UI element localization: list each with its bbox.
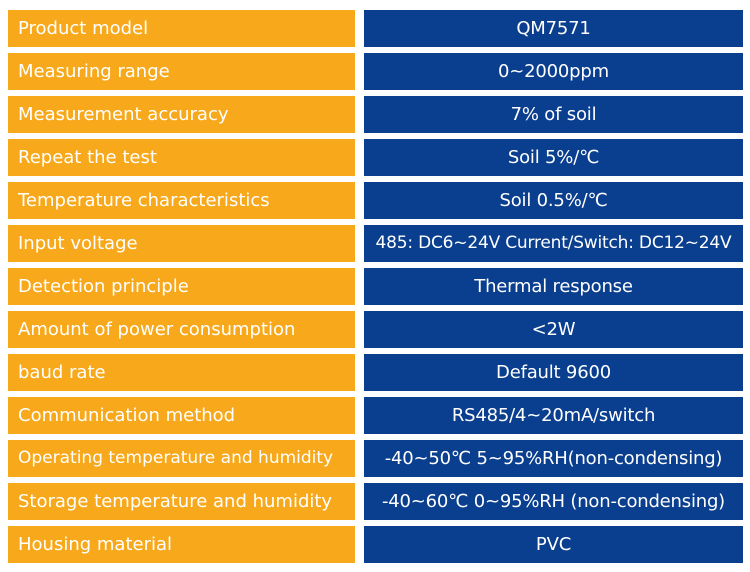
- spec-value: <2W: [364, 311, 743, 348]
- spec-row-power-consumption: Amount of power consumption <2W: [8, 311, 743, 348]
- spec-label: Storage temperature and humidity: [8, 483, 355, 520]
- spec-row-product-model: Product model QM7571: [8, 10, 743, 47]
- spec-label: Temperature characteristics: [8, 182, 355, 219]
- spec-label: Measurement accuracy: [8, 96, 355, 133]
- spec-row-communication-method: Communication method RS485/4~20mA/switch: [8, 397, 743, 434]
- spec-value: Default 9600: [364, 354, 743, 391]
- spec-value: Soil 5%/℃: [364, 139, 743, 176]
- spec-value: RS485/4~20mA/switch: [364, 397, 743, 434]
- spec-label: Product model: [8, 10, 355, 47]
- spec-row-operating-temp-humidity: Operating temperature and humidity -40~5…: [8, 440, 743, 477]
- spec-label: Housing material: [8, 526, 355, 563]
- spec-value: 485: DC6~24V Current/Switch: DC12~24V: [364, 225, 743, 262]
- spec-row-input-voltage: Input voltage 485: DC6~24V Current/Switc…: [8, 225, 743, 262]
- spec-row-baud-rate: baud rate Default 9600: [8, 354, 743, 391]
- spec-row-measurement-accuracy: Measurement accuracy 7% of soil: [8, 96, 743, 133]
- spec-row-storage-temp-humidity: Storage temperature and humidity -40~60℃…: [8, 483, 743, 520]
- spec-label: Input voltage: [8, 225, 355, 262]
- spec-value: 0~2000ppm: [364, 53, 743, 90]
- spec-label: Repeat the test: [8, 139, 355, 176]
- spec-label: Communication method: [8, 397, 355, 434]
- spec-value: PVC: [364, 526, 743, 563]
- spec-label: Detection principle: [8, 268, 355, 305]
- spec-label: baud rate: [8, 354, 355, 391]
- spec-value: -40~60℃ 0~95%RH (non-condensing): [364, 483, 743, 520]
- spec-label: Measuring range: [8, 53, 355, 90]
- spec-label: Operating temperature and humidity: [8, 440, 355, 477]
- spec-value: -40~50℃ 5~95%RH(non-condensing): [364, 440, 743, 477]
- spec-row-detection-principle: Detection principle Thermal response: [8, 268, 743, 305]
- spec-row-housing-material: Housing material PVC: [8, 526, 743, 563]
- spec-value: QM7571: [364, 10, 743, 47]
- spec-table: Product model QM7571 Measuring range 0~2…: [8, 10, 743, 563]
- spec-row-temperature-characteristics: Temperature characteristics Soil 0.5%/℃: [8, 182, 743, 219]
- spec-row-repeat-test: Repeat the test Soil 5%/℃: [8, 139, 743, 176]
- spec-label: Amount of power consumption: [8, 311, 355, 348]
- spec-value: 7% of soil: [364, 96, 743, 133]
- spec-value: Soil 0.5%/℃: [364, 182, 743, 219]
- spec-row-measuring-range: Measuring range 0~2000ppm: [8, 53, 743, 90]
- spec-value: Thermal response: [364, 268, 743, 305]
